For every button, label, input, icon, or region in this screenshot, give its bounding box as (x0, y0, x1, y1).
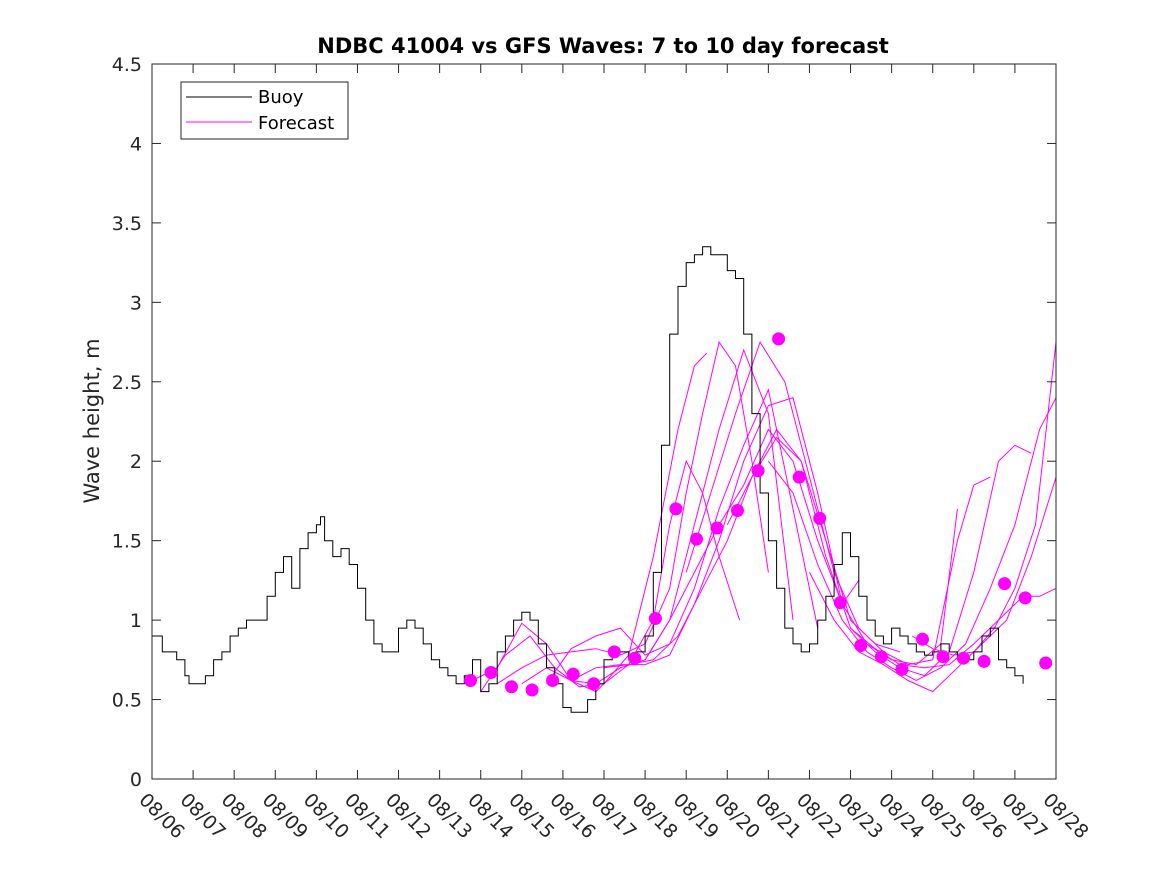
forecast-point (669, 502, 683, 516)
x-tick-label: 08/14 (463, 789, 517, 843)
forecast-point (607, 645, 621, 659)
y-tick-label: 1.5 (112, 531, 142, 553)
forecast-line-12 (809, 476, 1057, 693)
forecast-point (772, 332, 786, 346)
forecast-line-14 (911, 342, 1057, 656)
x-tick-label: 08/10 (299, 789, 353, 843)
forecast-line-1 (472, 352, 708, 693)
buoy-line (152, 246, 1024, 713)
series-layer (152, 246, 1057, 713)
forecast-point (998, 577, 1012, 591)
forecast-point (1039, 656, 1053, 670)
forecast-point (936, 650, 950, 664)
x-tick-label: 08/25 (915, 789, 969, 843)
forecast-point (1018, 591, 1032, 605)
y-tick-label: 4 (130, 133, 142, 155)
forecast-point (484, 666, 498, 679)
x-tick-label: 08/15 (504, 789, 558, 843)
forecast-point (731, 504, 744, 517)
forecast-line-10 (726, 428, 1032, 677)
forecast-point (710, 521, 724, 535)
x-tick-label: 08/27 (997, 789, 1051, 843)
forecast-line-5 (546, 388, 819, 684)
x-tick-label: 08/18 (628, 789, 682, 843)
x-tick-label: 08/07 (176, 789, 230, 843)
y-tick-label: 0.5 (112, 690, 142, 712)
forecast-point (916, 632, 929, 646)
forecast-point (546, 674, 560, 687)
chart-title: NDBC 41004 vs GFS Waves: 7 to 10 day for… (317, 34, 888, 58)
forecast-point (587, 677, 601, 691)
x-tick-label: 08/19 (669, 789, 723, 843)
x-tick-label: 08/11 (340, 789, 394, 843)
forecast-point (628, 651, 642, 665)
y-tick-label: 3.5 (112, 213, 142, 235)
x-tick-label: 08/26 (956, 789, 1010, 843)
x-tick-label: 08/16 (545, 789, 599, 843)
forecast-point (792, 470, 806, 484)
forecast-point (566, 667, 580, 681)
forecast-line-9 (685, 340, 991, 666)
x-tick-label: 08/28 (1038, 789, 1092, 843)
forecast-point (813, 511, 827, 525)
forecast-point (525, 683, 539, 697)
legend: Buoy Forecast (180, 81, 349, 140)
y-tick-label: 3 (130, 292, 142, 314)
y-tick-label: 0 (130, 769, 142, 791)
y-tick-label: 2 (130, 451, 142, 473)
x-tick-label: 08/21 (751, 789, 805, 843)
y-axis-label: Wave height, m (80, 338, 104, 503)
x-tick-label: 08/12 (381, 789, 435, 843)
forecast-point (648, 612, 662, 625)
legend-box (180, 81, 349, 140)
forecast-point (505, 680, 518, 694)
x-tick-label: 08/20 (710, 789, 764, 843)
x-tick-label: 08/17 (586, 789, 640, 843)
forecast-point (895, 662, 909, 676)
forecast-point (690, 532, 703, 546)
x-tick-label: 08/23 (833, 789, 887, 843)
forecast-point (854, 639, 868, 652)
forecast-point (874, 650, 888, 664)
x-tick-label: 08/06 (134, 789, 188, 843)
x-tick-label: 08/13 (422, 789, 476, 843)
forecast-line-6 (570, 397, 860, 681)
x-tick-label: 08/08 (217, 789, 271, 843)
y-tick-label: 1 (130, 610, 142, 632)
y-tick-label: 2.5 (112, 372, 142, 394)
forecast-point (751, 464, 765, 478)
forecast-point (977, 654, 991, 668)
forecast-line-11 (768, 397, 1057, 682)
x-tick-label: 08/24 (874, 789, 928, 843)
forecast-point (464, 674, 477, 687)
x-tick-label: 08/09 (258, 789, 312, 843)
y-tick-label: 4.5 (112, 54, 142, 76)
forecast-point (833, 596, 847, 610)
plot-area: 0 0.5 1 1.5 2 2.5 3 3.5 4 4.5 08/0608/0708/0808/09… (112, 54, 1093, 843)
legend-buoy-label: Buoy (258, 87, 304, 108)
x-tick-label: 08/22 (792, 789, 846, 843)
forecast-point (957, 651, 970, 665)
legend-forecast-label: Forecast (258, 113, 334, 134)
